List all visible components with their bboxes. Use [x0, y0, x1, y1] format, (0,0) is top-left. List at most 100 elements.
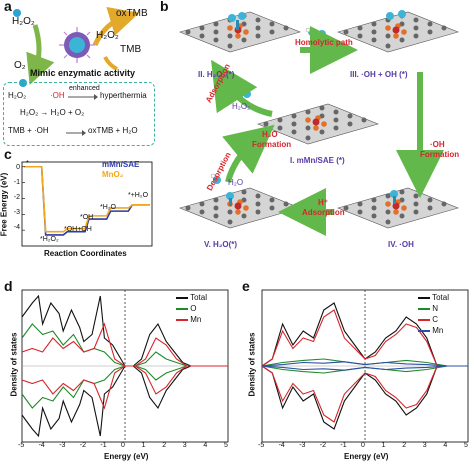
x-tick-label: -1	[340, 442, 347, 449]
dos-spin-down-line	[21, 365, 228, 438]
eq1-oh: ·OH	[50, 91, 65, 100]
x-tick-label: 1	[381, 442, 386, 449]
tmb-label: TMB	[120, 44, 142, 55]
eq1-arrow-icon	[68, 94, 98, 100]
enzymatic-caption: Mimic enzymatic activity	[30, 68, 136, 78]
ann-oh: *OH	[80, 214, 94, 221]
catalytic-cycle-diagram	[179, 10, 459, 236]
panel-label-b: b	[160, 0, 169, 14]
x-tick-label: -1	[100, 442, 107, 449]
enzyme-cycle-diagram	[13, 6, 140, 87]
yellow-arrow-tail-icon	[103, 56, 118, 71]
oh-formation-label-1: ·OH	[430, 140, 445, 149]
chart-c-ylabel: Free Energy (eV)	[0, 172, 9, 237]
eq1-right: hyperthermia	[100, 91, 147, 100]
ytick: -1	[13, 179, 20, 186]
state-3-label: III. ·OH + OH (*)	[350, 70, 408, 79]
sheet-state-5	[179, 187, 301, 229]
x-tick-label: 1	[141, 442, 146, 449]
x-tick-label: -5	[18, 442, 25, 449]
x-tick-label: 2	[402, 442, 407, 449]
x-tick-label: -4	[38, 442, 45, 449]
state-5-label: V. H₂O(*)	[204, 240, 238, 249]
x-tick-label: -5	[258, 442, 265, 449]
ann-h2o2: *H₂O₂	[40, 236, 59, 243]
oxtmb-label: oxTMB	[116, 8, 148, 19]
dos-chart-d	[21, 289, 229, 443]
chart-d-legend: Total O Mn	[176, 292, 207, 325]
nanoparticle-icon	[59, 27, 95, 63]
legend-mn: Mn	[176, 314, 207, 325]
h2o2-molecule-icon	[228, 12, 246, 30]
legend-total: Total	[176, 292, 207, 303]
x-tick-label: 2	[162, 442, 167, 449]
eq2: H₂O₂ → H₂O + O₂	[20, 108, 85, 117]
x-tick-label: 5	[224, 442, 228, 449]
ytick: -3	[13, 209, 20, 216]
panel-label-e: e	[242, 278, 250, 294]
chart-e-xlabel: Energy (eV)	[344, 452, 389, 461]
chart-e-ylabel: Density of states	[247, 332, 257, 397]
chart-d-xticks: -5 -4 -3 -2 -1 0 1 2 3 4 5	[18, 442, 228, 452]
x-tick-label: 4	[203, 442, 208, 449]
panel-label-a: a	[4, 0, 12, 14]
desorbing-h2o-label: H₂O	[228, 178, 244, 187]
chart-e-xticks: -5 -4 -3 -2 -1 0 1 2 3 4 5	[258, 442, 468, 452]
dos-spin-up-line	[21, 294, 228, 367]
h2o2-label: H₂O₂	[12, 16, 35, 27]
legend-o: O	[176, 303, 207, 314]
x-tick-label: 5	[464, 442, 468, 449]
x-tick-label: -2	[319, 442, 327, 449]
desorption-arrow-icon	[222, 124, 275, 183]
x-tick-label: -3	[59, 442, 66, 449]
adsorbing-h2o2-label: H₂O₂	[232, 102, 251, 111]
x-tick-label: 4	[443, 442, 448, 449]
state-2-label: II. H₂O₂(*)	[198, 70, 235, 79]
ytick: -2	[13, 194, 20, 201]
reaction-box	[3, 82, 155, 146]
oh-formation-label-2: Formation	[420, 150, 460, 159]
o2-ball-icon	[19, 79, 27, 87]
x-tick-label: -4	[278, 442, 285, 449]
x-tick-label: 0	[361, 442, 365, 449]
state-1-label: I. mMn/SAE (*)	[290, 156, 345, 165]
legend-mmn: mMn/SAE	[102, 160, 140, 169]
legend-c: C	[418, 314, 449, 325]
x-tick-label: 3	[422, 442, 427, 449]
dos-spin-up-line	[261, 361, 468, 367]
legend-mn: Mn	[418, 325, 449, 336]
legend-mno2: MnO₂	[102, 170, 124, 179]
legend-n: N	[418, 303, 449, 314]
ann-star: *	[26, 160, 29, 167]
hplus-label-1: H⁺	[318, 198, 328, 207]
chart-d-ylabel: Density of states	[9, 332, 19, 397]
chart-c-yticks: 0 -1 -2 -3 -4	[12, 160, 20, 235]
h2o2-right-label: H₂O₂	[96, 30, 119, 41]
dos-spin-down-line	[21, 365, 228, 410]
green-arrow-icon	[26, 24, 55, 86]
series-line	[24, 165, 150, 233]
free-energy-chart	[21, 161, 153, 247]
eq3-right: oxTMB + H₂O	[88, 126, 138, 135]
adsorption-arrow-icon	[211, 59, 273, 117]
ann-h2o: *H₂O	[100, 204, 116, 211]
ytick: -4	[13, 224, 20, 231]
dos-spin-down-line	[261, 365, 468, 423]
chart-d-xlabel: Energy (eV)	[104, 452, 149, 461]
eq1-left: H₂O₂	[8, 91, 27, 100]
dos-chart-e	[261, 289, 469, 443]
dos-spin-down-line	[261, 365, 468, 371]
h2o-formation-label-1: H₂O	[262, 130, 278, 139]
chart-e-legend: Total N C Mn	[418, 292, 449, 336]
eq3-left: TMB + ·OH	[8, 126, 49, 135]
ann-h2o-end: *+H₂O	[128, 192, 149, 199]
dos-spin-up-line	[261, 309, 468, 367]
chart-c-xlabel: Reaction Coordinates	[44, 249, 127, 258]
sheet-state-3	[337, 11, 459, 53]
chart-c-frame	[21, 161, 153, 247]
o2-label: O₂	[14, 60, 26, 71]
panel-label-c: c	[4, 146, 12, 162]
oh-molecule-icon	[386, 10, 406, 20]
x-tick-label: 3	[182, 442, 187, 449]
legend-total: Total	[418, 292, 449, 303]
